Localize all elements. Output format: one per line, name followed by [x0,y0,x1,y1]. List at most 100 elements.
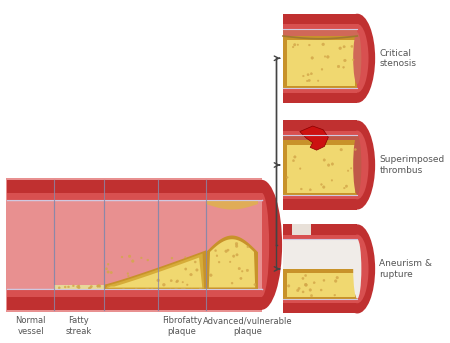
Circle shape [345,185,348,187]
Circle shape [135,287,137,288]
Circle shape [300,188,302,190]
Circle shape [183,286,185,288]
Circle shape [97,285,99,287]
Circle shape [135,286,137,289]
Polygon shape [7,193,262,200]
Circle shape [317,80,319,82]
Circle shape [311,57,314,59]
Text: Fatty
streak: Fatty streak [66,316,92,336]
Circle shape [231,282,233,284]
Circle shape [128,275,129,277]
Polygon shape [300,126,328,150]
Circle shape [310,295,313,297]
Polygon shape [287,273,356,297]
Circle shape [297,289,299,292]
Circle shape [337,65,340,68]
Circle shape [313,282,315,284]
Circle shape [169,286,171,288]
Polygon shape [283,269,357,299]
Polygon shape [283,299,357,303]
Circle shape [320,289,322,291]
Ellipse shape [353,135,361,195]
Circle shape [310,73,312,75]
Circle shape [331,179,333,181]
Circle shape [305,284,307,286]
Circle shape [181,287,184,289]
Polygon shape [7,289,262,297]
Circle shape [153,286,154,288]
Circle shape [199,287,202,289]
Circle shape [327,164,330,166]
Circle shape [78,285,80,287]
Polygon shape [206,200,258,210]
Circle shape [288,285,290,287]
Ellipse shape [339,224,375,314]
Circle shape [162,283,165,286]
Circle shape [122,287,125,289]
Circle shape [183,287,185,289]
Polygon shape [108,258,202,287]
Polygon shape [7,297,262,310]
Circle shape [342,66,345,68]
Text: Advanced/vulnerable
plaque: Advanced/vulnerable plaque [203,316,292,336]
Circle shape [98,285,100,287]
Circle shape [107,263,109,265]
Circle shape [292,159,294,162]
Circle shape [308,44,310,46]
Circle shape [331,163,333,165]
Polygon shape [54,285,104,289]
Polygon shape [283,140,357,195]
Polygon shape [283,195,357,199]
Circle shape [340,149,342,151]
Circle shape [230,261,231,263]
Circle shape [343,187,345,189]
Ellipse shape [254,193,269,297]
Circle shape [186,284,188,286]
Circle shape [170,286,171,288]
Circle shape [97,285,99,287]
Circle shape [351,167,352,169]
Circle shape [176,280,179,282]
Circle shape [302,277,304,280]
Circle shape [171,257,173,259]
Circle shape [323,279,325,281]
Circle shape [238,267,240,270]
Circle shape [107,271,109,273]
Circle shape [236,254,238,256]
Circle shape [105,268,108,270]
Circle shape [182,281,184,283]
Ellipse shape [353,239,361,299]
Circle shape [140,257,142,259]
Circle shape [307,74,309,76]
Circle shape [343,46,345,48]
Circle shape [302,291,304,293]
Ellipse shape [241,180,282,310]
Polygon shape [283,28,357,36]
Polygon shape [209,239,255,287]
Polygon shape [283,93,357,103]
Circle shape [323,186,325,188]
Ellipse shape [353,32,361,84]
Circle shape [309,289,311,291]
Circle shape [336,276,338,279]
Circle shape [347,170,349,172]
Circle shape [254,284,256,286]
Circle shape [241,270,243,272]
Circle shape [110,271,112,274]
Text: Superimposed
thrombus: Superimposed thrombus [379,155,445,175]
Text: Critical
stenosis: Critical stenosis [379,49,416,68]
Circle shape [88,287,90,289]
Circle shape [326,56,329,58]
Circle shape [58,287,60,289]
Polygon shape [283,239,357,269]
Circle shape [146,286,148,287]
Polygon shape [7,180,262,193]
Polygon shape [283,131,357,135]
Polygon shape [7,180,262,193]
Polygon shape [283,24,357,28]
Circle shape [127,273,129,274]
Circle shape [304,283,307,286]
Circle shape [308,79,310,82]
Circle shape [99,285,101,287]
Circle shape [196,269,198,271]
